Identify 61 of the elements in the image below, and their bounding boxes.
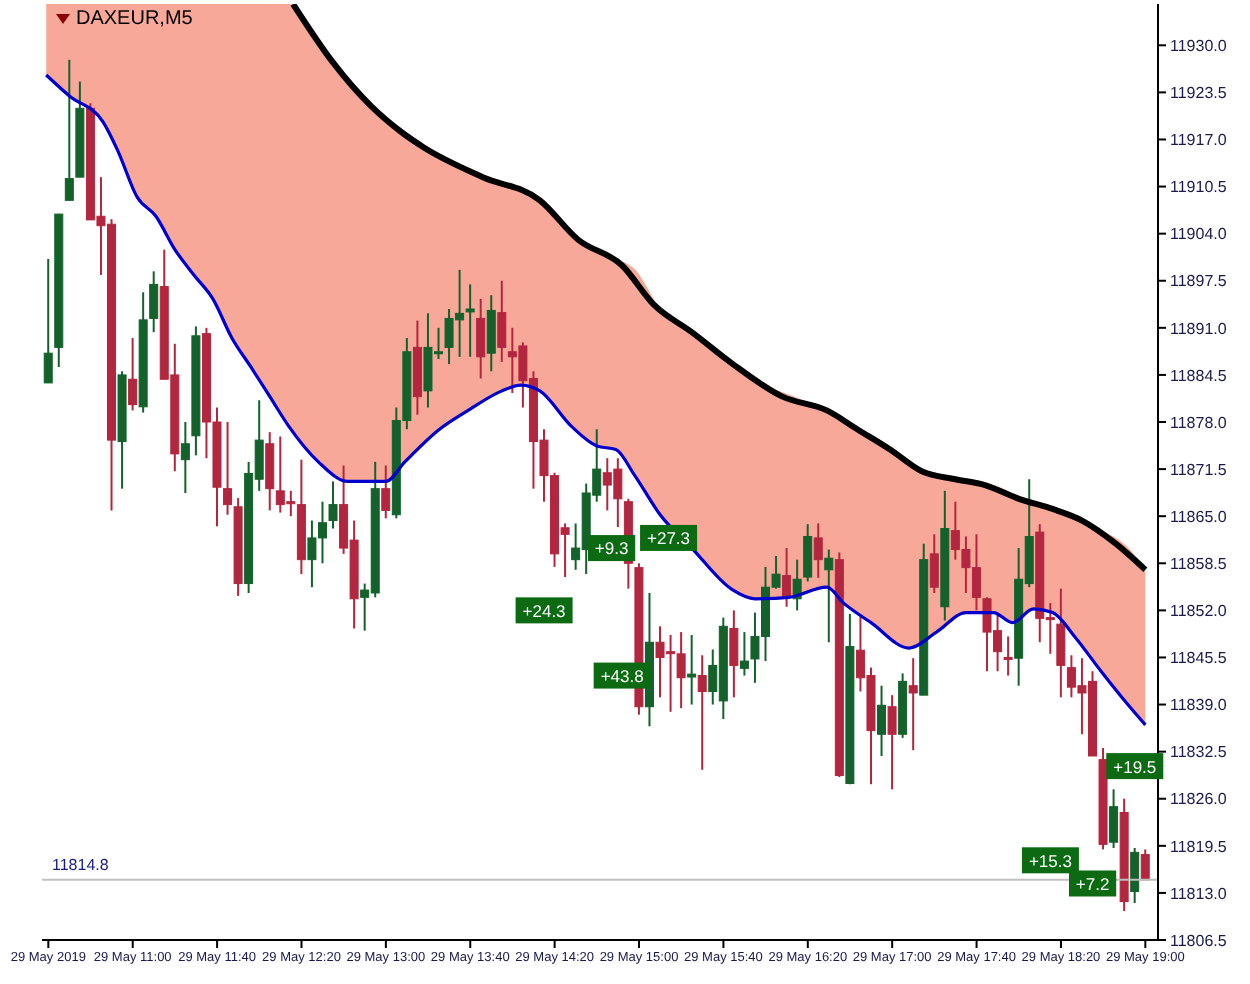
y-tick-label: 11865.0 xyxy=(1170,507,1228,526)
candlestick xyxy=(43,258,53,384)
candlestick xyxy=(739,631,749,677)
y-tick-label: 11858.5 xyxy=(1170,554,1228,573)
candlestick xyxy=(1130,846,1140,905)
y-tick-label: 11891.0 xyxy=(1170,319,1228,338)
annotation: +9.3 xyxy=(594,538,629,559)
candlestick xyxy=(697,654,707,771)
chart-title: DAXEUR,M5 xyxy=(76,8,193,30)
candlestick xyxy=(465,283,475,358)
candlestick xyxy=(1003,635,1013,677)
candlestick xyxy=(180,421,190,495)
y-tick-label: 11806.5 xyxy=(1170,931,1228,950)
y-tick-label: 11852.0 xyxy=(1170,602,1228,621)
y-tick-label: 11845.5 xyxy=(1170,649,1228,668)
y-tick-label: 11813.0 xyxy=(1170,884,1228,903)
candlestick xyxy=(877,684,887,757)
candlestick xyxy=(497,279,507,363)
candlestick xyxy=(824,548,834,644)
y-tick-label: 11871.5 xyxy=(1170,460,1228,479)
y-tick-label: 11910.5 xyxy=(1170,178,1228,197)
y-tick-label: 11832.5 xyxy=(1170,743,1228,762)
y-tick-label: 11897.5 xyxy=(1170,272,1228,291)
candlestick xyxy=(64,58,74,202)
y-tick-label: 11826.0 xyxy=(1170,790,1228,809)
y-tick-label: 11878.0 xyxy=(1170,413,1228,432)
candlestick xyxy=(729,609,739,699)
y-tick-label: 11819.5 xyxy=(1170,837,1228,856)
annotation: +27.3 xyxy=(647,528,691,549)
y-tick-label: 11923.5 xyxy=(1170,84,1228,103)
y-tick-label: 11930.0 xyxy=(1170,36,1228,55)
candlestick xyxy=(486,294,496,373)
y-tick-label: 11904.0 xyxy=(1170,225,1228,244)
candlestick xyxy=(803,523,813,583)
annotation: +7.2 xyxy=(1075,873,1110,894)
candlestick xyxy=(1056,587,1066,699)
candlestick xyxy=(149,270,159,334)
candlestick xyxy=(908,657,918,752)
candlestick xyxy=(223,421,233,516)
annotation: +15.3 xyxy=(1028,850,1073,871)
candlestick xyxy=(476,297,486,380)
annotation: +24.3 xyxy=(522,600,567,621)
line-series xyxy=(290,4,1149,573)
annotation: +43.8 xyxy=(600,665,645,686)
candlestick xyxy=(265,431,275,512)
ref-line-label: 11814.8 xyxy=(52,855,110,874)
candlestick xyxy=(381,464,391,520)
candlestick xyxy=(929,533,939,594)
candlestick xyxy=(1140,848,1150,881)
candlestick xyxy=(887,694,897,791)
y-tick-label: 11839.0 xyxy=(1170,696,1228,715)
annotation: +19.5 xyxy=(1113,756,1157,777)
candlestick xyxy=(328,480,338,530)
candlestick xyxy=(813,522,823,579)
candlestick xyxy=(1109,788,1119,849)
candlestick xyxy=(128,336,138,412)
candlestick xyxy=(782,547,792,608)
candlestick xyxy=(687,634,697,706)
y-tick-label: 11917.0 xyxy=(1170,131,1228,150)
candlestick xyxy=(792,558,802,612)
y-tick-label: 11884.5 xyxy=(1170,366,1228,385)
